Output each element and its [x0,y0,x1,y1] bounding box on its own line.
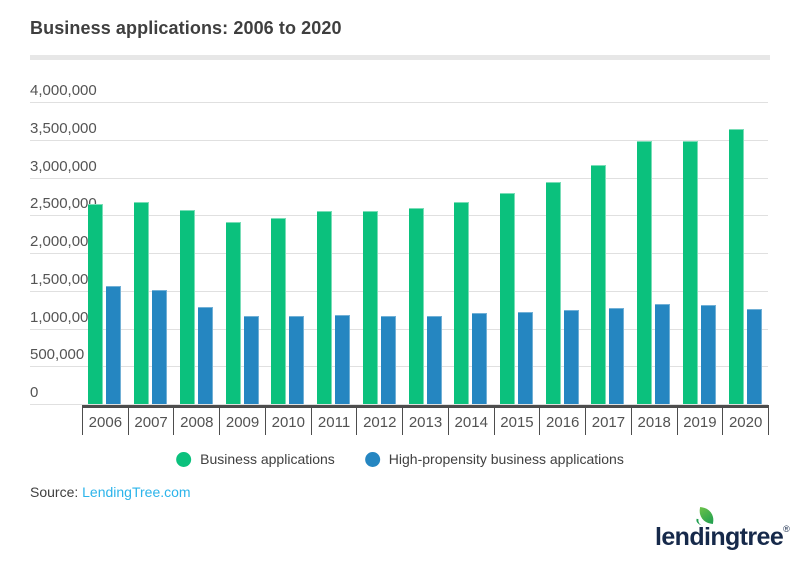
y-axis-tick-label: 1,500,000 [30,270,97,288]
x-axis-label-2008: 2008 [174,408,221,435]
high-propensity-bar-2010 [289,316,305,404]
gridline [30,290,768,292]
legend-dot-icon [364,451,380,467]
bar-group-2010 [265,102,311,404]
high-propensity-bar-2015 [517,312,533,404]
y-axis-tick-label: 2,000,000 [30,233,97,250]
business-applications-bar-2008 [179,210,195,404]
y-axis-tick-label: 2,500,000 [30,195,97,213]
gridline [30,139,768,141]
lendingtree-logo-text: lendingtree [655,523,784,551]
high-propensity-bar-2018 [655,304,671,404]
y-axis-tick-label: 500,000 [30,346,85,364]
bar-group-2008 [173,102,219,404]
source-label: Source: [30,484,79,500]
gridline [30,366,768,368]
business-applications-bar-2019 [682,141,698,404]
business-applications-bar-2015 [499,193,515,404]
lendingtree-logo: lendingtree® [655,507,795,555]
bar-group-2017 [585,102,631,404]
x-axis-label-2020: 2020 [723,408,770,435]
bar-group-2015 [494,102,540,404]
x-axis-label-2014: 2014 [449,408,495,435]
x-axis-label-2011: 2011 [312,408,358,435]
business-applications-bar-2020 [728,129,744,404]
bar-group-2012 [356,102,402,404]
gridline [30,215,768,217]
legend-item-business-applications[interactable]: Business applications [176,451,335,467]
x-axis-label-2018: 2018 [632,408,678,435]
high-propensity-bar-2013 [426,316,442,404]
business-applications-bar-2016 [545,182,561,404]
y-axis-tick-label: 3,000,000 [30,157,97,175]
legend-label: High-propensity business applications [388,451,624,467]
business-applications-bar-2011 [317,211,333,404]
business-applications-bar-2013 [408,208,424,404]
business-applications-bar-2014 [454,202,470,404]
high-propensity-bar-2006 [106,286,122,404]
bar-group-2009 [219,102,265,404]
legend-item-high-propensity[interactable]: High-propensity business applications [364,451,624,467]
chart-title: Business applications: 2006 to 2020 [30,18,342,38]
high-propensity-bar-2016 [563,310,579,404]
high-propensity-bar-2017 [609,308,625,404]
x-axis-label-2013: 2013 [403,408,449,435]
x-axis-label-2015: 2015 [495,408,541,435]
high-propensity-bar-2011 [335,315,351,404]
chart-plot-area: 4,000,000 3,500,000 3,000,000 2,500,000 2,00… [30,83,768,405]
x-axis-label-2019: 2019 [678,408,724,435]
bar-group-2006 [82,102,128,404]
business-applications-bar-2009 [225,222,241,404]
high-propensity-bar-2012 [380,316,396,404]
high-propensity-bar-2009 [243,316,259,404]
bar-group-2020 [722,102,768,404]
bar-group-2014 [448,102,494,404]
business-applications-bar-2017 [591,165,607,404]
x-axis-label-2007: 2007 [129,408,175,435]
source-link[interactable]: LendingTree.com [82,484,191,500]
business-applications-bar-2010 [271,218,287,404]
gridline [30,404,768,405]
registered-trademark-icon: ® [783,524,790,534]
business-applications-bar-2018 [637,141,653,404]
x-axis-label-2009: 2009 [220,408,266,435]
high-propensity-bar-2019 [700,305,716,404]
gridline [30,253,768,254]
y-axis-tick-label: 0 [30,384,39,401]
x-axis-label-2012: 2012 [357,408,404,435]
high-propensity-bar-2007 [152,290,168,404]
y-axis-tick-label: 4,000,000 [30,82,97,99]
high-propensity-bar-2020 [746,309,762,404]
high-propensity-bar-2008 [197,307,213,404]
bar-group-2007 [128,102,174,404]
gridline [30,328,768,330]
x-axis-label-2006: 2006 [82,408,129,435]
high-propensity-bar-2014 [472,313,488,404]
x-axis-label-2016: 2016 [540,408,587,435]
y-axis-tick-label: 1,000,000 [30,308,97,326]
bar-group-2013 [402,102,448,404]
x-axis-year-labels: 2006 2007 2008 2009 2010 2011 2012 2013 2014 2015… [82,408,770,435]
chart-legend: Business applications High-propensity bus… [176,451,624,467]
x-axis-label-2017: 2017 [586,408,632,435]
business-applications-bar-2007 [134,202,150,404]
business-applications-bar-2006 [88,204,104,404]
bar-group-2019 [677,102,723,404]
bar-group-2016 [539,102,585,404]
x-axis-label-2010: 2010 [266,408,312,435]
source-line: Source: LendingTree.com [30,484,191,500]
gridline [30,102,768,103]
gridline [30,177,768,179]
bar-group-2011 [311,102,357,404]
leaf-icon [698,507,715,524]
x-axis-line [82,405,769,408]
legend-dot-icon [176,451,192,467]
y-axis-tick-label: 3,500,000 [30,119,97,137]
legend-label: Business applications [200,451,335,467]
business-applications-bar-2012 [362,211,378,404]
bar-group-2018 [631,102,677,404]
title-divider [30,55,770,60]
bar-series-layer [82,102,768,404]
